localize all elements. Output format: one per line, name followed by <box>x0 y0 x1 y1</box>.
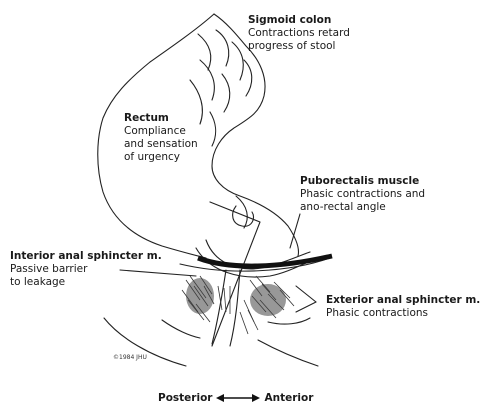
label-puborectalis: Puborectalis muscle Phasic contractions … <box>300 175 425 214</box>
double-arrow-icon <box>216 394 261 402</box>
anal-canal <box>211 269 227 345</box>
orientation-axis: Posterior Anterior <box>158 392 313 404</box>
puborectalis-desc: Phasic contractions and ano-rectal angle <box>300 188 426 213</box>
axis-posterior-label: Posterior <box>158 392 213 404</box>
interior-sphincter-desc: Passive barrier to leakage <box>10 263 88 288</box>
interior-sphincter-title: Interior anal sphincter m. <box>10 250 162 262</box>
label-exterior-sphincter: Exterior anal sphincter m. Phasic contra… <box>326 294 480 320</box>
axis-anterior-label: Anterior <box>264 392 314 404</box>
puborectalis-title: Puborectalis muscle <box>300 175 420 187</box>
rectum-desc: Compliance and sensation of urgency <box>124 125 198 163</box>
exterior-sphincter-title: Exterior anal sphincter m. <box>326 294 481 306</box>
exterior-sphincter-desc: Phasic contractions <box>326 307 428 319</box>
label-rectum: Rectum Compliance and sensation of urgen… <box>124 112 198 164</box>
label-sigmoid-colon: Sigmoid colon Contractions retard progre… <box>248 14 350 53</box>
colon-outline <box>97 13 215 259</box>
copyright-mark: ©1984 JHU <box>113 354 147 361</box>
colon-outline-right <box>211 13 300 257</box>
anorectal-angle <box>209 201 261 347</box>
sigmoid-desc: Contractions retard progress of stool <box>248 27 350 52</box>
sigmoid-title: Sigmoid colon <box>248 14 332 26</box>
label-interior-sphincter: Interior anal sphincter m. Passive barri… <box>10 250 162 289</box>
rectum-title: Rectum <box>124 112 169 124</box>
